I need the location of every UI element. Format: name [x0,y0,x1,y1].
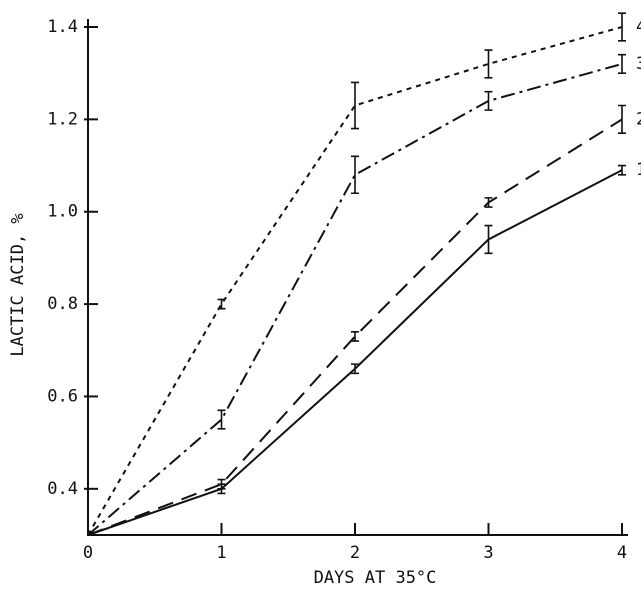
series-line [87,62,623,536]
error-bar [618,53,626,74]
series-line [87,118,623,536]
series-line [87,26,623,536]
series-label: 1 [636,160,641,180]
series-line [87,169,623,536]
x-tick-label: 3 [483,543,493,563]
y-tick-label: 0.8 [47,294,78,314]
y-tick-label: 1.2 [47,109,78,129]
series-label: 2 [636,109,641,129]
y-axis-label: LACTIC ACID, % [8,213,28,356]
error-bar [351,331,359,342]
x-axis-label: DAYS AT 35°C [314,568,437,588]
error-bar [484,49,493,79]
error-bar [618,12,626,42]
error-bar [618,164,626,176]
error-bar [484,197,493,208]
series-label: 3 [636,54,641,74]
x-tick-label: 4 [617,543,627,563]
error-bar [351,155,359,195]
error-bar [217,409,226,430]
series-label: 4 [636,17,641,37]
error-bar [618,104,626,135]
error-bar [484,90,493,111]
error-bar [484,224,493,255]
x-tick-label: 1 [216,543,226,563]
error-bar [351,81,359,130]
y-tick-label: 0.4 [47,479,78,499]
y-tick-label: 1.4 [47,17,78,37]
y-tick-label: 1.0 [47,202,78,222]
axes [87,19,628,536]
error-bar [351,363,359,375]
error-bar [217,478,226,490]
y-tick-label: 0.6 [47,386,78,406]
error-bar [217,298,226,310]
x-tick-label: 0 [83,543,93,563]
x-tick-label: 2 [350,543,360,563]
